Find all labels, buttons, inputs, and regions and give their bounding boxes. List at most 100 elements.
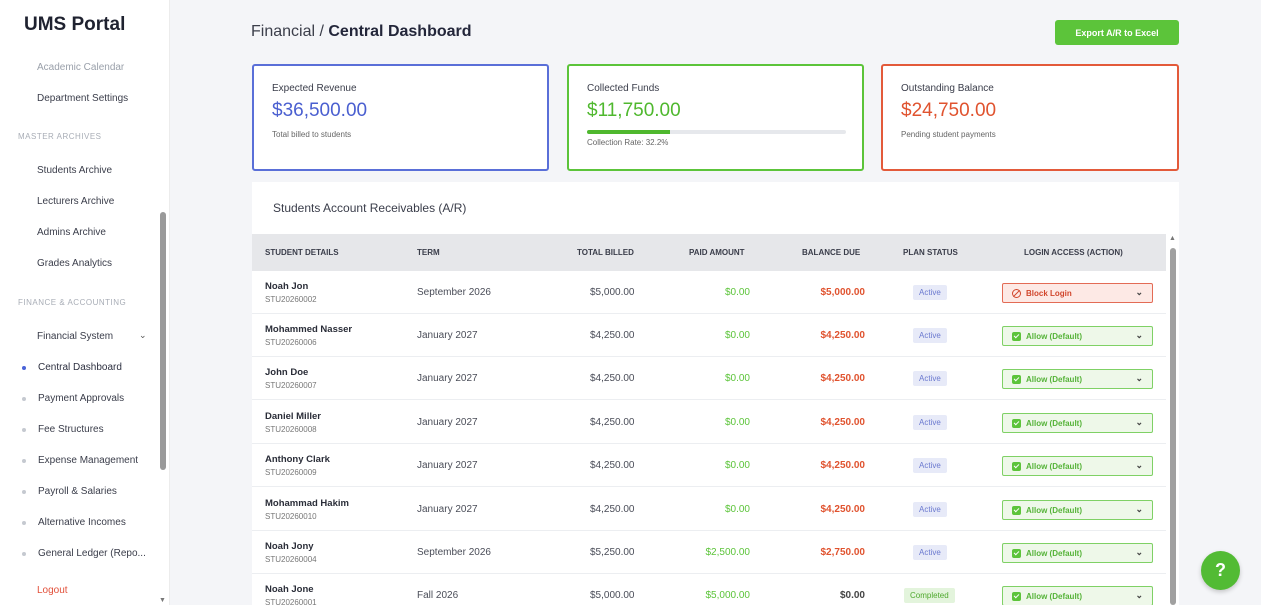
table-title: Students Account Receivables (A/R)	[273, 201, 467, 215]
card-subtitle: Total billed to students	[272, 130, 352, 139]
student-id: STU20260006	[265, 338, 317, 347]
sidebar-item-central-dashboard[interactable]: Central Dashboard	[22, 362, 122, 373]
total-billed: $5,250.00	[590, 547, 635, 558]
login-access-select[interactable]: Allow (Default) ⌄	[1002, 369, 1153, 389]
sidebar-item-alternative-incomes[interactable]: Alternative Incomes	[22, 517, 126, 528]
paid-amount: $0.00	[724, 330, 750, 341]
table-row: Mohammad Hakim STU20260010 January 2027 $4,…	[252, 488, 1166, 531]
sidebar-item-department-settings[interactable]: Department Settings	[37, 93, 129, 104]
status-badge: Active	[913, 502, 947, 517]
scroll-down-icon[interactable]: ▼	[159, 597, 166, 604]
table-row: Mohammed Nasser STU20260006 January 2027 $4…	[252, 314, 1166, 357]
breadcrumb-separator: /	[315, 23, 329, 40]
sidebar-item-payroll[interactable]: Payroll & Salaries	[22, 486, 117, 497]
paid-amount: $5,000.00	[705, 590, 751, 601]
sidebar-item-expense-management[interactable]: Expense Management	[22, 455, 138, 466]
student-id: STU20260008	[265, 425, 317, 434]
student-id: STU20260002	[265, 295, 317, 304]
card-subtitle: Collection Rate: 32.2%	[587, 138, 669, 147]
chevron-down-icon: ⌄	[1135, 547, 1143, 557]
paid-amount: $0.00	[724, 460, 750, 471]
col-header-paid: PAID AMOUNT	[689, 248, 745, 257]
login-access-select[interactable]: Allow (Default) ⌄	[1002, 326, 1153, 346]
student-name: Noah Jon	[265, 281, 309, 292]
dot-icon	[22, 489, 26, 494]
card-title: Outstanding Balance	[901, 83, 994, 94]
paid-amount: $0.00	[724, 417, 750, 428]
access-value: Allow (Default)	[1026, 505, 1082, 515]
section-master-archives: MASTER ARCHIVES	[18, 132, 102, 141]
sidebar-item-lecturers-archive[interactable]: Lecturers Archive	[37, 196, 115, 207]
access-value: Allow (Default)	[1026, 331, 1082, 341]
student-name: Daniel Miller	[265, 411, 321, 422]
checkbox-check-icon	[1012, 461, 1021, 471]
sidebar-item-general-ledger[interactable]: General Ledger (Repo...	[22, 548, 146, 559]
sidebar-item-grades-analytics[interactable]: Grades Analytics	[37, 258, 113, 269]
card-value: $36,500.00	[272, 100, 368, 121]
active-dot-icon	[22, 365, 26, 370]
login-access-select[interactable]: Allow (Default) ⌄	[1002, 413, 1153, 433]
term: Fall 2026	[417, 590, 459, 601]
breadcrumb-parent[interactable]: Financial	[251, 23, 316, 40]
checkbox-check-icon	[1012, 374, 1021, 384]
expected-revenue-card: Expected Revenue $36,500.00 Total billed…	[252, 64, 549, 171]
student-id: STU20260004	[265, 555, 317, 564]
sidebar-item-students-archive[interactable]: Students Archive	[37, 165, 113, 176]
sidebar-item-payment-approvals[interactable]: Payment Approvals	[22, 393, 124, 404]
student-id: STU20260007	[265, 381, 317, 390]
col-header-access: LOGIN ACCESS (ACTION)	[1024, 248, 1123, 257]
card-subtitle: Pending student payments	[901, 130, 996, 139]
term: January 2027	[417, 504, 478, 515]
checkbox-check-icon	[1012, 591, 1021, 601]
table-scrollbar[interactable]	[1170, 248, 1176, 605]
login-access-select[interactable]: Allow (Default) ⌄	[1002, 586, 1153, 605]
login-access-select[interactable]: Allow (Default) ⌄	[1002, 543, 1153, 563]
card-value: $24,750.00	[901, 100, 997, 121]
chevron-down-icon[interactable]: ⌄	[139, 330, 147, 340]
total-billed: $4,250.00	[590, 504, 635, 515]
card-title: Collected Funds	[587, 83, 660, 94]
total-billed: $4,250.00	[590, 460, 635, 471]
access-value: Allow (Default)	[1026, 418, 1082, 428]
term: January 2027	[417, 373, 478, 384]
sidebar-scrollbar[interactable]	[160, 212, 166, 470]
student-name: Noah Jone	[265, 584, 314, 595]
sidebar-group-financial-system[interactable]: Financial System	[37, 331, 114, 342]
table-row: Noah Jon STU20260002 September 2026 $5,000.…	[252, 271, 1166, 314]
status-badge: Active	[913, 458, 947, 473]
status-badge: Active	[913, 285, 947, 300]
term: September 2026	[417, 547, 491, 558]
help-button[interactable]: ?	[1201, 551, 1240, 590]
progress-fill	[587, 130, 671, 134]
paid-amount: $0.00	[724, 504, 750, 515]
logout-link[interactable]: Logout	[37, 585, 68, 596]
login-access-select[interactable]: Allow (Default) ⌄	[1002, 456, 1153, 476]
col-header-billed: TOTAL BILLED	[577, 248, 634, 257]
sidebar-item-fee-structures[interactable]: Fee Structures	[22, 424, 104, 435]
sidebar-item-academic-calendar[interactable]: Academic Calendar	[37, 62, 125, 73]
col-header-status: PLAN STATUS	[903, 248, 958, 257]
scroll-up-icon[interactable]: ▲	[1169, 235, 1176, 242]
total-billed: $5,000.00	[590, 287, 635, 298]
term: January 2027	[417, 417, 478, 428]
student-name: Mohammed Nasser	[265, 324, 353, 335]
access-value: Allow (Default)	[1026, 591, 1082, 601]
sidebar-item-admins-archive[interactable]: Admins Archive	[37, 227, 106, 238]
access-value: Block Login	[1026, 288, 1072, 298]
table-row: Daniel Miller STU20260008 January 2027 $4,2…	[252, 401, 1166, 444]
status-badge: Active	[913, 371, 947, 386]
export-ar-button[interactable]: Export A/R to Excel	[1055, 20, 1179, 45]
access-value: Allow (Default)	[1026, 548, 1082, 558]
total-billed: $4,250.00	[590, 373, 635, 384]
outstanding-balance-card: Outstanding Balance $24,750.00 Pending s…	[881, 64, 1179, 171]
paid-amount: $0.00	[724, 373, 750, 384]
balance-due: $4,250.00	[820, 417, 866, 428]
status-badge: Active	[913, 328, 947, 343]
card-value: $11,750.00	[587, 100, 681, 121]
login-access-select[interactable]: Block Login ⌄	[1002, 283, 1153, 303]
student-id: STU20260001	[265, 598, 317, 605]
checkbox-check-icon	[1012, 331, 1021, 341]
login-access-select[interactable]: Allow (Default) ⌄	[1002, 500, 1153, 520]
balance-due: $4,250.00	[820, 373, 866, 384]
total-billed: $5,000.00	[590, 590, 635, 601]
